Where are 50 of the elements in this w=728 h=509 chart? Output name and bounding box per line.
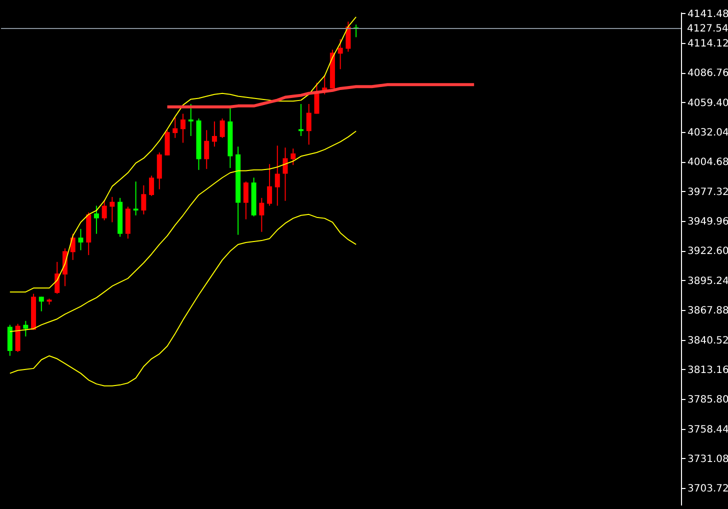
y-tick-label: 3703.72	[688, 484, 728, 495]
y-tick-label: 4032.04	[688, 128, 728, 139]
candlestick	[70, 233, 76, 260]
candlestick	[290, 148, 296, 166]
candlestick	[94, 205, 99, 234]
candlestick	[338, 38, 343, 70]
candlestick	[133, 181, 138, 216]
y-tick-label: 3949.96	[688, 216, 728, 228]
candlestick	[274, 145, 280, 206]
line-series	[166, 83, 476, 108]
candlestick	[243, 181, 248, 220]
y-tick-label: 4114.12	[688, 38, 728, 50]
candlestick	[38, 296, 44, 312]
candlestick	[259, 197, 264, 232]
candlestick	[102, 199, 107, 221]
y-tick-label: 4004.68	[688, 157, 728, 168]
y-tick-label: 3731.08	[688, 454, 728, 465]
line-series	[9, 16, 357, 292]
y-tick-label: 3758.44	[688, 424, 728, 436]
candlestick	[212, 120, 217, 148]
candlestick	[314, 82, 320, 114]
candlestick	[78, 228, 84, 251]
y-tick-label: 3785.80	[688, 394, 728, 406]
line-series	[9, 214, 357, 386]
y-tick-label: 3867.88	[688, 306, 728, 317]
candlestick	[282, 147, 288, 202]
candlestick	[204, 130, 210, 170]
candlestick	[188, 103, 194, 136]
candlestick	[306, 103, 312, 146]
ref-line-label: 4127.54	[687, 23, 728, 34]
candlestick	[141, 184, 146, 215]
candlestick	[267, 164, 272, 206]
y-tick-label: 3922.60	[688, 246, 728, 258]
candlestick	[54, 261, 60, 294]
y-tick-label: 3813.16	[688, 364, 728, 376]
y-tick-label: 4086.76	[688, 68, 728, 80]
y-tick-label: 3977.32	[688, 186, 728, 198]
y-tick-label: 3840.52	[688, 335, 728, 346]
candlestick	[220, 118, 225, 138]
candlestick	[180, 113, 186, 144]
candlestick	[346, 21, 351, 52]
candlestick	[172, 117, 178, 138]
candlestick	[23, 320, 28, 337]
y-tick-label: 4141.48	[688, 8, 728, 20]
y-tick-label: 4059.40	[688, 98, 728, 109]
candlestick	[164, 130, 170, 156]
candlestick	[298, 103, 304, 136]
candlestick	[110, 196, 115, 223]
y-tick-label: 3895.24	[688, 276, 728, 287]
candlestick	[149, 175, 154, 196]
